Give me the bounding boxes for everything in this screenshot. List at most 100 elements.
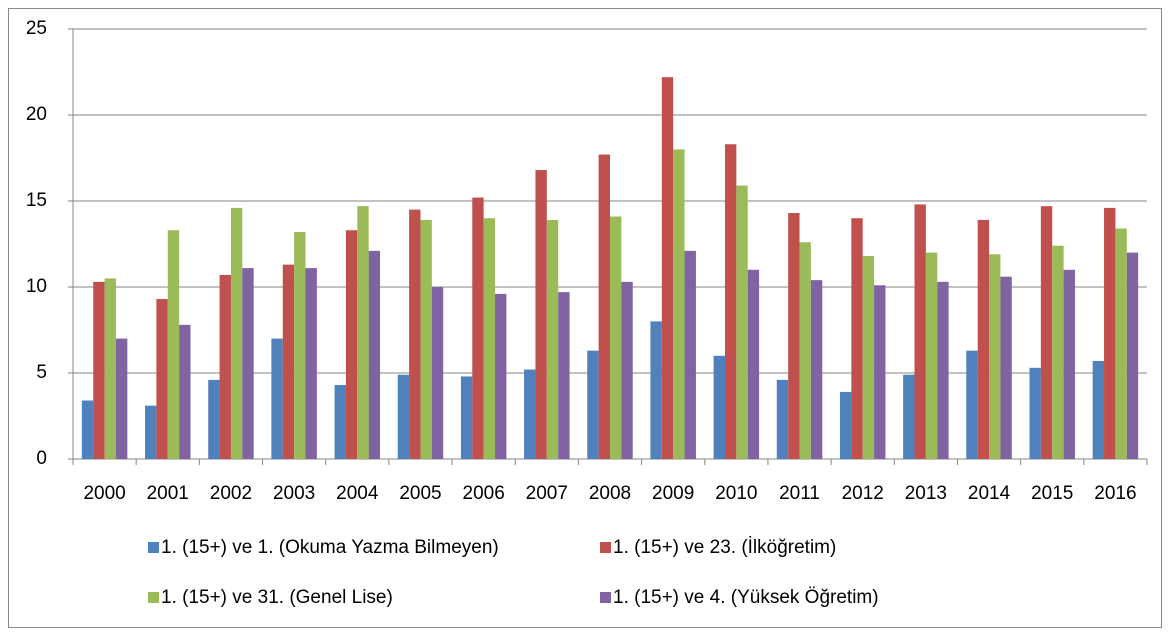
bar <box>1000 276 1012 459</box>
legend-swatch <box>148 592 159 603</box>
bar <box>145 405 157 459</box>
y-tick-label: 10 <box>26 276 47 297</box>
bar <box>1115 228 1127 459</box>
bar <box>271 338 283 459</box>
y-tick-label: 0 <box>36 448 47 469</box>
bar <box>368 250 381 459</box>
x-tick-label: 2011 <box>779 483 820 504</box>
bar <box>208 379 220 459</box>
x-tick-label: 2014 <box>968 483 1011 504</box>
y-tick-label: 25 <box>26 18 47 39</box>
bar <box>104 278 116 459</box>
bar <box>1029 367 1041 459</box>
bar <box>661 77 674 459</box>
bar <box>610 216 622 459</box>
bar <box>989 254 1001 459</box>
x-tick-label: 2000 <box>83 483 125 504</box>
legend-swatch <box>148 542 159 553</box>
bar <box>1092 360 1105 459</box>
bar <box>1104 207 1116 459</box>
bar <box>420 219 432 459</box>
bar <box>903 374 915 459</box>
bar <box>925 252 938 459</box>
x-tick-label: 2006 <box>463 483 505 504</box>
legend-swatch <box>600 592 611 603</box>
bar <box>460 376 473 459</box>
x-tick-label: 2010 <box>715 483 757 504</box>
bar <box>345 230 358 459</box>
bar <box>914 204 926 459</box>
legend-label: 1. (15+) ve 1. (Okuma Yazma Bilmeyen) <box>161 537 499 558</box>
bar <box>524 369 536 459</box>
x-tick-label: 2015 <box>1031 483 1073 504</box>
x-tick-label: 2003 <box>273 483 315 504</box>
bar <box>621 281 633 459</box>
bar <box>966 350 978 459</box>
bar <box>472 197 484 459</box>
x-tick-label: 2007 <box>526 483 568 504</box>
legend-label: 1. (15+) ve 4. (Yüksek Öğretim) <box>613 587 879 608</box>
bar <box>776 379 789 459</box>
bar <box>305 268 317 459</box>
bar <box>713 355 725 459</box>
bar <box>874 285 886 459</box>
legend-label: 1. (15+) ve 23. (İlköğretim) <box>613 537 836 558</box>
bar <box>546 219 559 459</box>
x-tick-label: 2002 <box>210 483 252 504</box>
legend-swatch <box>600 542 611 553</box>
bar <box>650 321 662 459</box>
bar <box>179 324 191 459</box>
bar <box>587 350 599 459</box>
bar <box>598 154 610 459</box>
x-tick-label: 2012 <box>842 483 884 504</box>
bar <box>862 256 875 459</box>
bar <box>282 264 295 459</box>
bar <box>1052 245 1064 459</box>
bar <box>294 231 306 459</box>
legend-label: 1. (15+) ve 31. (Genel Lise) <box>161 587 393 608</box>
bar <box>219 274 231 459</box>
y-tick-label: 15 <box>26 190 47 211</box>
x-tick-label: 2009 <box>652 483 694 504</box>
x-tick-label: 2001 <box>147 483 189 504</box>
bar <box>1126 252 1139 459</box>
bar <box>810 280 823 459</box>
y-tick-label: 20 <box>26 104 47 125</box>
bar <box>684 250 696 459</box>
bar <box>409 209 421 459</box>
bar <box>357 206 369 459</box>
bar <box>334 385 346 459</box>
bar <box>483 218 496 459</box>
bar <box>724 144 737 460</box>
bar <box>242 268 254 459</box>
bar <box>93 281 105 459</box>
bar <box>167 230 180 459</box>
bar <box>799 242 811 459</box>
bar <box>1040 206 1053 459</box>
y-tick-label: 5 <box>36 362 47 383</box>
bar <box>156 299 168 459</box>
bar <box>747 269 760 459</box>
bar <box>558 292 570 459</box>
bar <box>937 281 949 459</box>
bar <box>397 374 410 459</box>
bar <box>431 287 444 459</box>
bar <box>1063 269 1075 459</box>
bar <box>736 185 748 459</box>
bar <box>788 213 800 459</box>
x-tick-label: 2004 <box>336 483 379 504</box>
x-tick-label: 2016 <box>1094 483 1136 504</box>
bar <box>673 149 685 459</box>
x-tick-label: 2013 <box>905 483 947 504</box>
bar <box>535 170 547 460</box>
bar <box>115 338 128 459</box>
bar <box>495 293 507 459</box>
bar <box>851 218 863 459</box>
bar <box>977 219 990 459</box>
bar <box>839 391 852 459</box>
bar <box>81 400 94 459</box>
chart-frame <box>8 8 1162 628</box>
bar <box>230 207 243 459</box>
x-tick-label: 2008 <box>589 483 631 504</box>
